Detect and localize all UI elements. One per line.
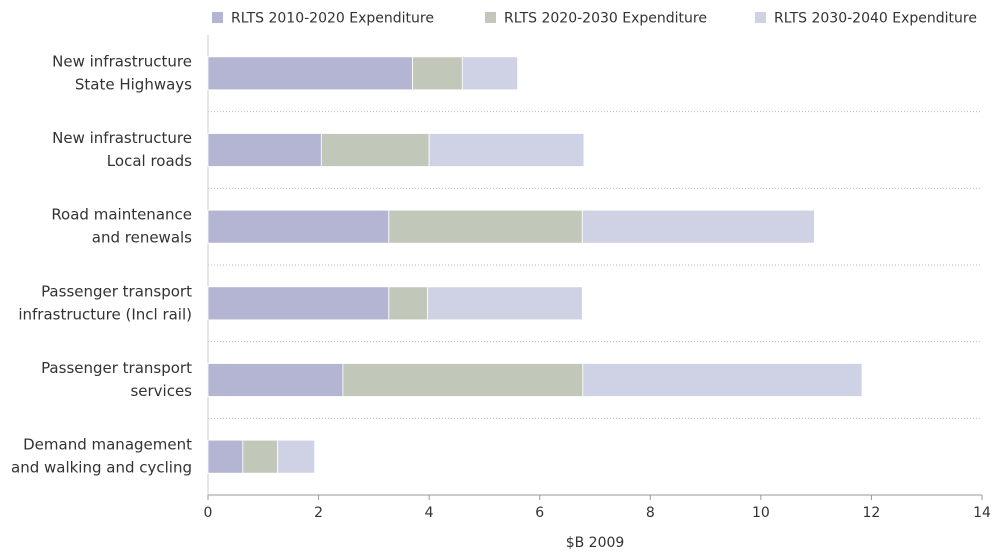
bar-segment <box>242 439 279 474</box>
bar-segment <box>427 286 583 321</box>
y-tick-label: and renewals <box>92 229 192 247</box>
bar-segment <box>207 133 322 167</box>
x-axis-label: $B 2009 <box>566 535 625 551</box>
y-tick-label: Local roads <box>107 152 192 170</box>
y-tick-label: infrastructure (Incl rail) <box>18 305 192 323</box>
legend-label: RLTS 2020-2030 Expenditure <box>504 11 707 27</box>
x-tick-label: 6 <box>535 505 544 521</box>
bar-segment <box>461 56 519 91</box>
y-tick-label: and walking and cycling <box>11 459 192 477</box>
legend-swatch <box>485 12 496 23</box>
bar-segment <box>207 439 244 474</box>
y-tick-label: New infrastructure <box>52 52 192 70</box>
bar-segment <box>320 133 430 167</box>
bar-segment <box>207 209 390 244</box>
x-tick-label: 12 <box>863 505 881 521</box>
x-tick-label: 4 <box>425 505 434 521</box>
y-tick-label: Road maintenance <box>51 206 192 224</box>
bar-segment <box>277 439 316 474</box>
x-tick-label: 8 <box>646 505 655 521</box>
legend-label: RLTS 2010-2020 Expenditure <box>231 11 434 27</box>
bar-segment <box>412 56 463 91</box>
legend-label: RLTS 2030-2040 Expenditure <box>774 11 977 27</box>
bar-segment <box>342 363 584 397</box>
x-tick-label: 0 <box>204 505 213 521</box>
bar-segment <box>207 363 344 397</box>
y-tick-label: services <box>130 382 192 400</box>
y-tick-label: Demand management <box>23 436 192 454</box>
bar-segment <box>582 363 863 397</box>
x-tick-label: 10 <box>752 505 770 521</box>
legend-swatch <box>212 12 223 23</box>
legend-swatch <box>755 12 766 23</box>
bar-segment <box>581 209 815 244</box>
bar-segment <box>388 209 583 244</box>
x-tick-label: 2 <box>314 505 323 521</box>
x-tick-label: 14 <box>973 505 991 521</box>
y-tick-label: Passenger transport <box>41 359 192 377</box>
y-tick-label: New infrastructure <box>52 129 192 147</box>
y-tick-label: Passenger transport <box>41 282 192 300</box>
bar-segment <box>388 286 428 321</box>
y-tick-label: State Highways <box>75 75 192 93</box>
bar-segment <box>428 133 585 167</box>
bar-segment <box>207 56 413 91</box>
bar-segment <box>207 286 390 321</box>
